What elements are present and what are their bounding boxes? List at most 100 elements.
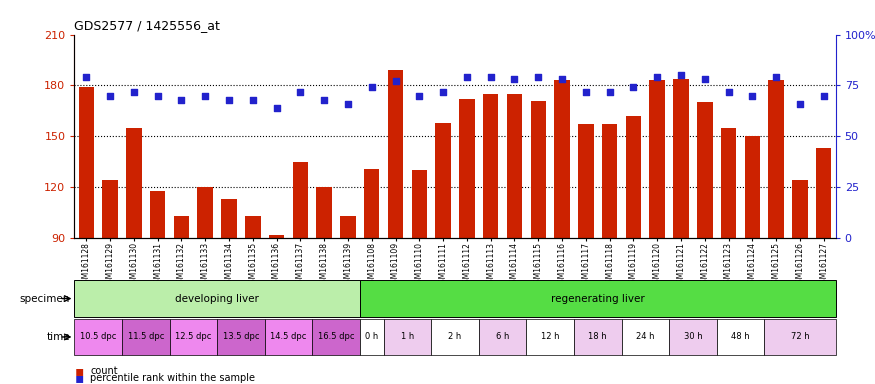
Bar bbox=[721, 128, 736, 238]
Point bbox=[199, 93, 213, 99]
Bar bbox=[669, 319, 717, 355]
Bar bbox=[764, 319, 836, 355]
Bar bbox=[217, 319, 265, 355]
Point bbox=[270, 105, 284, 111]
Bar bbox=[74, 280, 360, 317]
Bar bbox=[340, 216, 355, 238]
Bar bbox=[602, 124, 618, 238]
Bar bbox=[483, 94, 499, 238]
Text: count: count bbox=[90, 366, 118, 376]
Point bbox=[388, 78, 402, 84]
Bar bbox=[626, 116, 641, 238]
Bar bbox=[436, 123, 451, 238]
Bar bbox=[265, 319, 312, 355]
Text: 2 h: 2 h bbox=[448, 333, 462, 341]
Bar bbox=[364, 169, 380, 238]
Point bbox=[769, 74, 783, 80]
Point bbox=[293, 88, 307, 94]
Text: 48 h: 48 h bbox=[732, 333, 750, 341]
Text: GDS2577 / 1425556_at: GDS2577 / 1425556_at bbox=[74, 19, 220, 32]
Text: 14.5 dpc: 14.5 dpc bbox=[270, 333, 306, 341]
Bar bbox=[360, 280, 836, 317]
Text: time: time bbox=[46, 332, 70, 342]
Bar bbox=[578, 124, 593, 238]
Text: 10.5 dpc: 10.5 dpc bbox=[80, 333, 116, 341]
Bar bbox=[126, 128, 142, 238]
Text: 12.5 dpc: 12.5 dpc bbox=[175, 333, 212, 341]
Bar bbox=[431, 319, 479, 355]
Bar bbox=[317, 187, 332, 238]
Bar bbox=[383, 319, 431, 355]
Bar bbox=[74, 319, 122, 355]
Point bbox=[674, 72, 688, 78]
Point bbox=[103, 93, 117, 99]
Text: ▪: ▪ bbox=[74, 371, 84, 384]
Point bbox=[746, 93, 760, 99]
Point bbox=[531, 74, 545, 80]
Bar bbox=[530, 101, 546, 238]
Bar bbox=[745, 136, 760, 238]
Bar bbox=[527, 319, 574, 355]
Text: 72 h: 72 h bbox=[791, 333, 809, 341]
Bar bbox=[221, 199, 237, 238]
Text: 30 h: 30 h bbox=[683, 333, 703, 341]
Text: 12 h: 12 h bbox=[541, 333, 559, 341]
Bar bbox=[673, 79, 689, 238]
Point bbox=[412, 93, 426, 99]
Text: 24 h: 24 h bbox=[636, 333, 654, 341]
Point bbox=[222, 97, 236, 103]
Text: 18 h: 18 h bbox=[588, 333, 607, 341]
Bar bbox=[174, 216, 189, 238]
Text: specimen: specimen bbox=[19, 293, 70, 304]
Bar bbox=[102, 180, 118, 238]
Bar bbox=[792, 180, 808, 238]
Point bbox=[555, 76, 569, 83]
Bar bbox=[269, 235, 284, 238]
Text: 6 h: 6 h bbox=[496, 333, 509, 341]
Bar bbox=[312, 319, 360, 355]
Point bbox=[484, 74, 498, 80]
Bar bbox=[170, 319, 217, 355]
Text: ▪: ▪ bbox=[74, 364, 84, 377]
Text: 1 h: 1 h bbox=[401, 333, 414, 341]
Text: regenerating liver: regenerating liver bbox=[551, 293, 645, 304]
Point bbox=[436, 88, 450, 94]
Bar bbox=[245, 216, 261, 238]
Point bbox=[460, 74, 474, 80]
Bar bbox=[649, 80, 665, 238]
Bar bbox=[574, 319, 621, 355]
Bar bbox=[459, 99, 474, 238]
Text: 11.5 dpc: 11.5 dpc bbox=[128, 333, 164, 341]
Point bbox=[650, 74, 664, 80]
Point bbox=[603, 88, 617, 94]
Point bbox=[80, 74, 94, 80]
Bar bbox=[360, 319, 383, 355]
Bar bbox=[411, 170, 427, 238]
Text: developing liver: developing liver bbox=[175, 293, 259, 304]
Bar bbox=[198, 187, 213, 238]
Point bbox=[626, 84, 640, 91]
Bar bbox=[479, 319, 527, 355]
Point bbox=[365, 84, 379, 91]
Bar bbox=[555, 80, 570, 238]
Text: 16.5 dpc: 16.5 dpc bbox=[318, 333, 354, 341]
Bar bbox=[717, 319, 764, 355]
Bar bbox=[697, 103, 712, 238]
Bar bbox=[122, 319, 170, 355]
Text: 13.5 dpc: 13.5 dpc bbox=[222, 333, 259, 341]
Point bbox=[579, 88, 593, 94]
Text: percentile rank within the sample: percentile rank within the sample bbox=[90, 373, 256, 383]
Text: 0 h: 0 h bbox=[365, 333, 378, 341]
Bar bbox=[816, 148, 831, 238]
Point bbox=[317, 97, 331, 103]
Point bbox=[722, 88, 736, 94]
Bar bbox=[79, 87, 94, 238]
Point bbox=[697, 76, 711, 83]
Point bbox=[341, 101, 355, 107]
Point bbox=[174, 97, 188, 103]
Bar bbox=[292, 162, 308, 238]
Point bbox=[793, 101, 807, 107]
Bar bbox=[507, 94, 522, 238]
Bar bbox=[768, 80, 784, 238]
Point bbox=[816, 93, 830, 99]
